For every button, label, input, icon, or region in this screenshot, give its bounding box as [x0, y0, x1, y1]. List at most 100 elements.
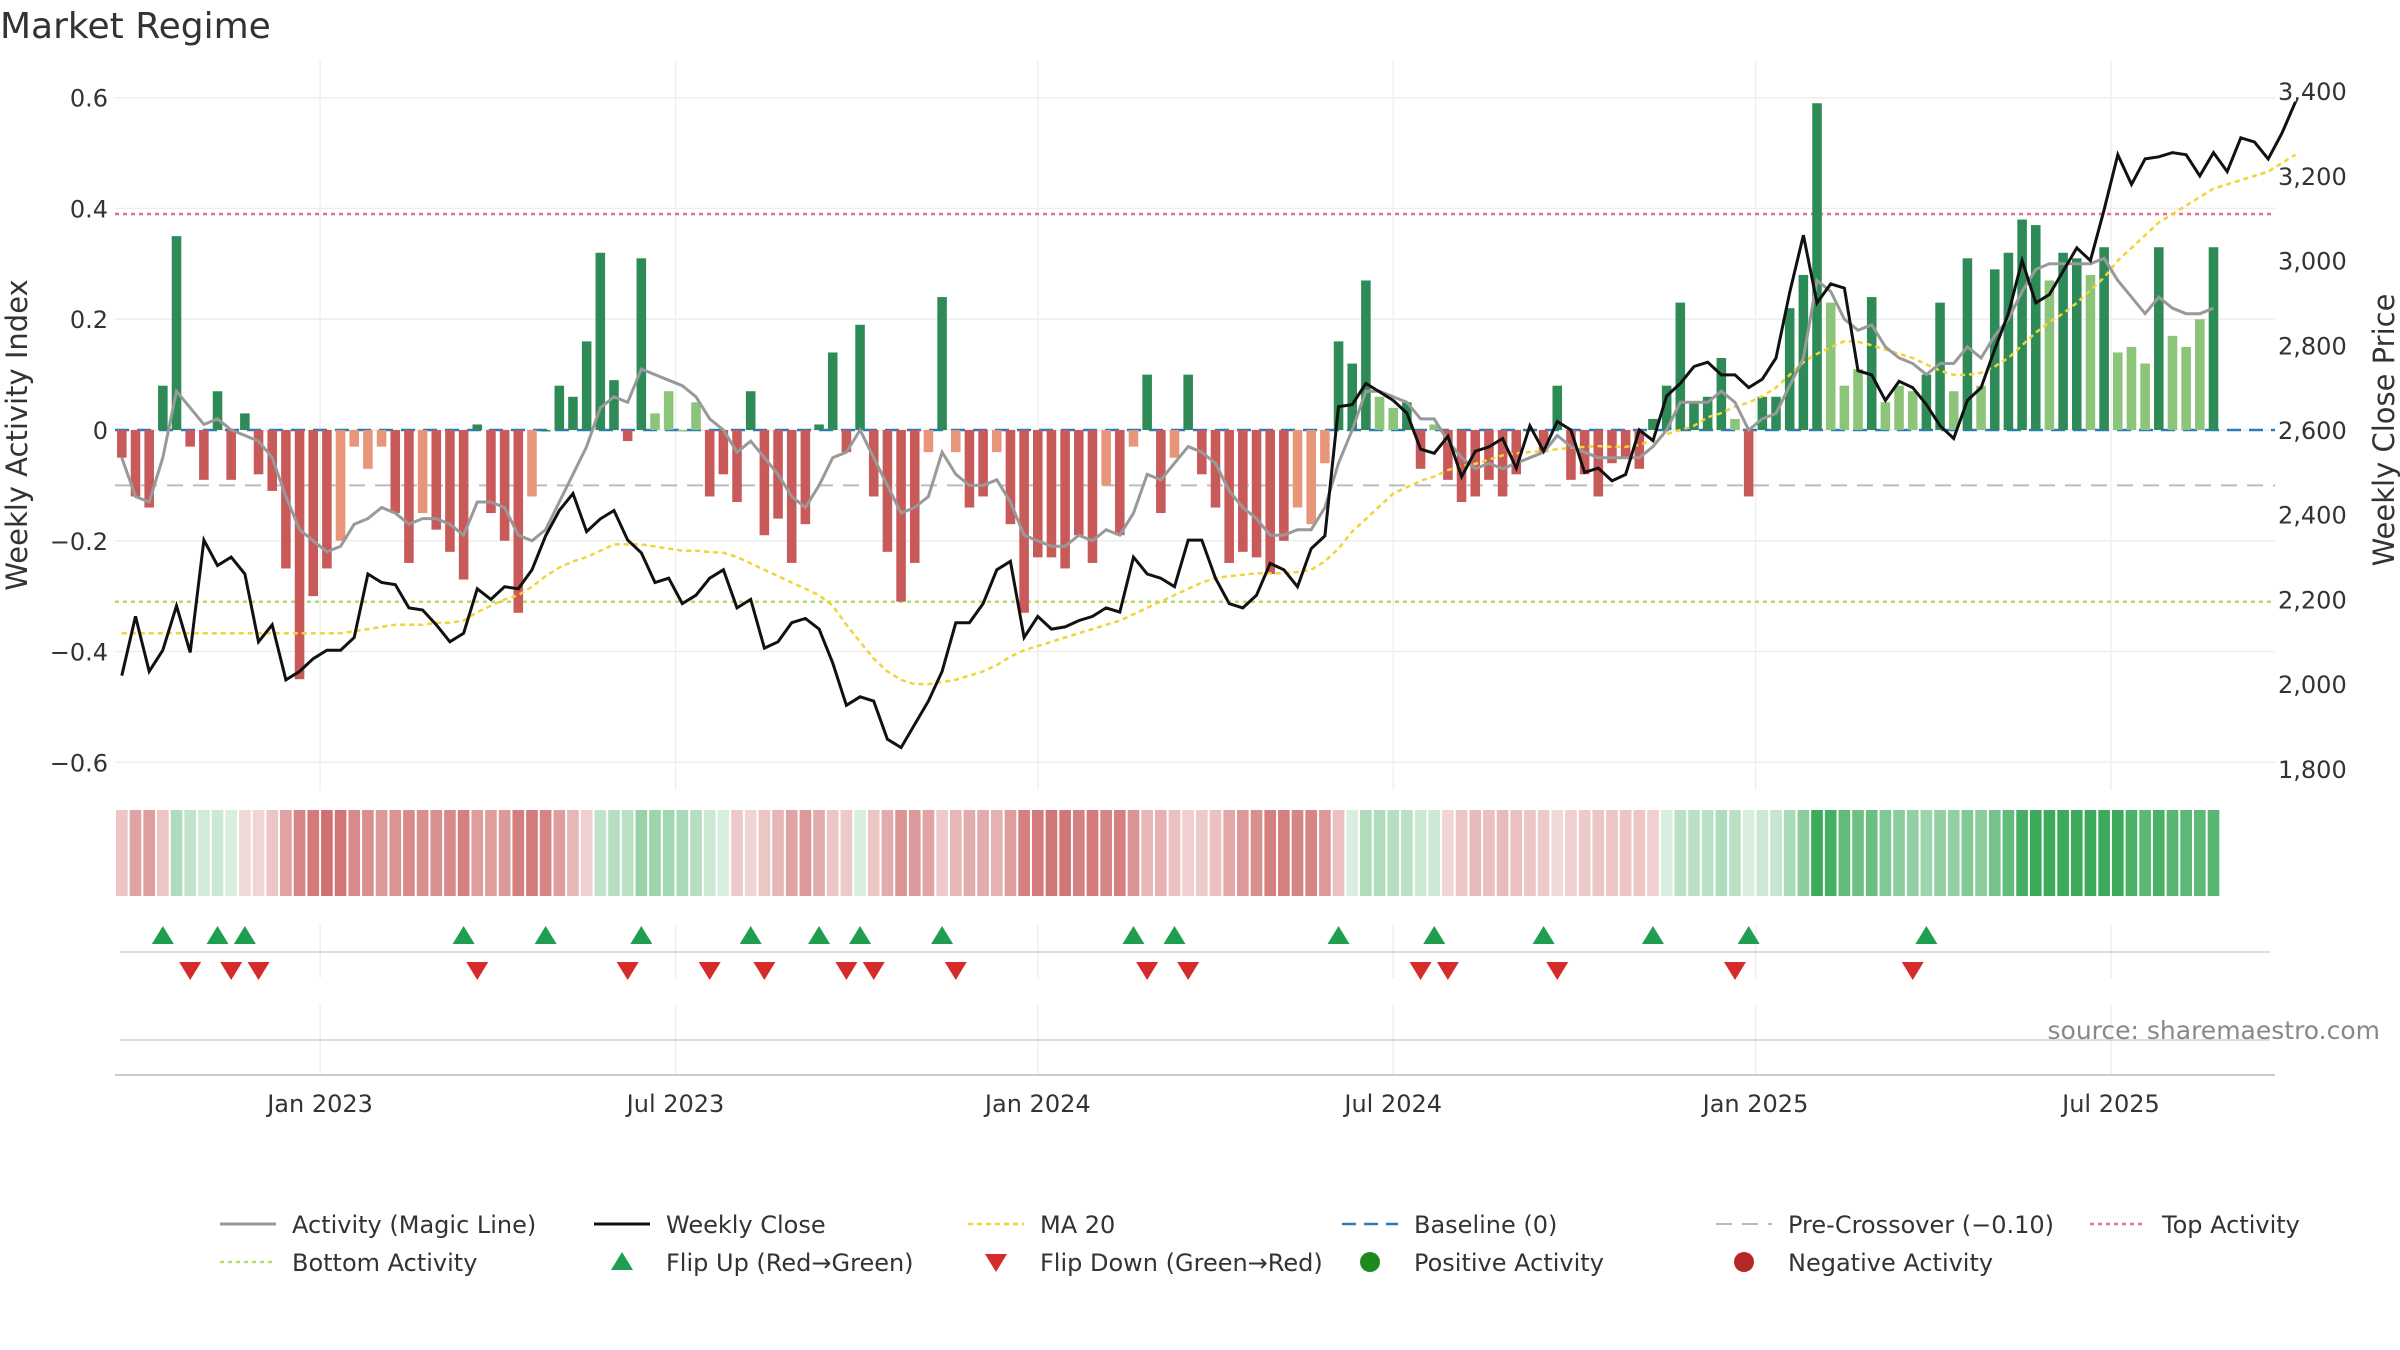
legend-flip-down-icon [985, 1254, 1007, 1272]
heat-cell [1934, 810, 1946, 896]
activity-bar [1525, 430, 1535, 432]
heat-cell [1838, 810, 1851, 896]
activity-bar [1087, 430, 1098, 563]
heat-cell [211, 810, 224, 896]
heat-cell [1660, 810, 1673, 896]
activity-bar [2099, 247, 2109, 430]
legend-label: Bottom Activity [292, 1249, 477, 1277]
heat-cell [389, 810, 402, 896]
heat-cell [526, 810, 538, 896]
flip-up-marker [931, 926, 954, 944]
flip-down-marker [1177, 962, 1200, 980]
heat-cell [1524, 810, 1536, 896]
right-tick-label: 2,200 [2278, 586, 2347, 614]
heat-cell [1291, 810, 1304, 896]
heat-cell [2098, 810, 2110, 896]
heat-cell [1031, 810, 1044, 896]
regime-heat-strip [116, 810, 2220, 896]
activity-magic-line [120, 256, 2215, 554]
heat-cell [2125, 810, 2138, 896]
activity-bar [1853, 369, 1863, 430]
heat-cell [321, 810, 333, 896]
heat-cell [512, 810, 525, 896]
activity-bar [1333, 341, 1344, 430]
heat-cell [362, 810, 374, 896]
heat-cell [621, 810, 634, 896]
activity-bar [1948, 391, 1959, 430]
activity-bar [1607, 430, 1617, 464]
heat-cell [2057, 810, 2069, 896]
activity-bar [1962, 258, 1973, 430]
activity-bar [1566, 430, 1576, 480]
heat-cell [2070, 810, 2083, 896]
activity-bar [1074, 430, 1084, 536]
heat-cell [266, 810, 279, 896]
activity-bar [308, 430, 319, 597]
heat-cell [348, 810, 361, 896]
heat-cell [1319, 810, 1331, 896]
legend-dot-icon [1734, 1252, 1754, 1272]
activity-bar [1279, 430, 1289, 541]
activity-bar [1757, 396, 1768, 430]
heat-cell [1113, 810, 1126, 896]
heat-cell [949, 810, 962, 896]
activity-bar [431, 430, 442, 530]
right-tick-label: 2,400 [2278, 502, 2347, 530]
legend-label: Positive Activity [1414, 1249, 1604, 1277]
activity-bar [1675, 302, 1686, 430]
heat-cell [225, 810, 238, 896]
activity-bar [1251, 430, 1262, 558]
activity-bar [677, 430, 688, 432]
ma20-line [121, 153, 2297, 686]
activity-bar [199, 430, 209, 480]
activity-bar [1894, 385, 1904, 430]
heat-cell [1442, 810, 1454, 896]
x-tick-label: Jan 2025 [1701, 1090, 1809, 1118]
heat-cell [1004, 810, 1017, 896]
activity-bar [1169, 430, 1180, 458]
activity-bar [1101, 430, 1111, 486]
heat-cell [2139, 810, 2151, 896]
x-tick-label: Jul 2023 [625, 1090, 725, 1118]
heat-cell [334, 810, 347, 896]
flip-down-marker [698, 962, 721, 980]
flip-up-marker [1423, 926, 1446, 944]
heat-cell [1906, 810, 1919, 896]
activity-bar [117, 430, 127, 458]
activity-bar [1265, 430, 1275, 574]
flip-down-marker [220, 962, 243, 980]
activity-bar [1429, 424, 1440, 430]
heat-cell [1100, 810, 1112, 896]
activity-bar [1593, 430, 1604, 497]
activity-bars [117, 103, 2219, 680]
activity-bar [1702, 396, 1713, 430]
flip-up-marker [1163, 926, 1186, 944]
legend-flip-up-icon [611, 1252, 633, 1270]
activity-bar [554, 385, 565, 430]
heat-cell [157, 810, 169, 896]
heat-cell [1975, 810, 1987, 896]
series-lines [120, 101, 2297, 750]
activity-bar [2126, 346, 2137, 430]
heat-cell [416, 810, 429, 896]
heat-cell [1127, 810, 1140, 896]
activity-bar [2208, 247, 2219, 430]
activity-bar [622, 430, 633, 442]
activity-bar [691, 402, 701, 430]
activity-bar [718, 430, 729, 475]
activity-bar [445, 430, 455, 552]
activity-bar [376, 430, 387, 447]
heat-cell [444, 810, 456, 896]
heat-cell [1592, 810, 1605, 896]
heat-cell [2166, 810, 2179, 896]
heat-cell [1688, 810, 1700, 896]
heat-cell [703, 810, 716, 896]
activity-bar [991, 430, 1002, 453]
heat-cell [1824, 810, 1837, 896]
activity-bar [1183, 374, 1193, 430]
activity-bar [130, 430, 141, 497]
activity-bar [2017, 219, 2027, 430]
activity-bar [486, 430, 496, 514]
heat-cell [1196, 810, 1208, 896]
activity-bar [868, 430, 879, 497]
